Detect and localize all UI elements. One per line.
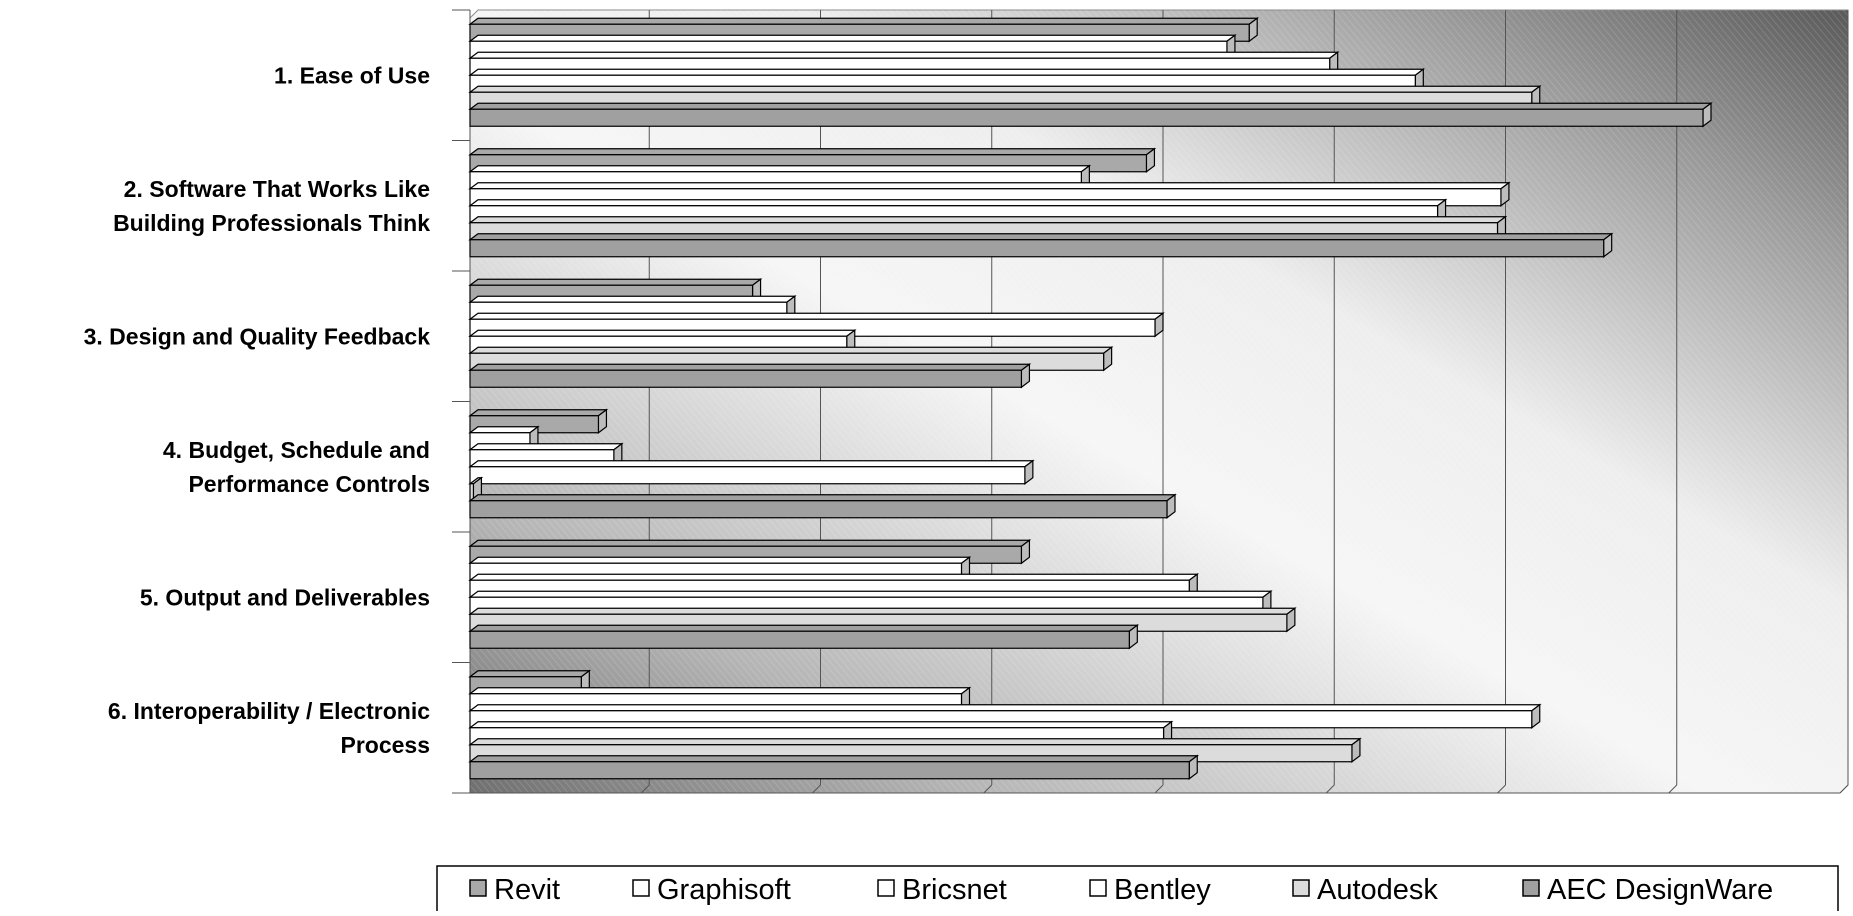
legend-item: Graphisoft — [632, 874, 791, 906]
bar-top-face — [468, 539, 1032, 547]
bar-top-face — [468, 295, 797, 303]
legend-swatch — [1522, 879, 1540, 897]
bar-top-face — [468, 68, 1426, 76]
category-axis — [452, 9, 1840, 794]
bar-front-face — [469, 500, 1168, 519]
legend-label: Graphisoft — [657, 874, 791, 906]
bar-aec-designware — [468, 493, 1177, 519]
category-label: 2. Software That Works Like — [124, 176, 430, 202]
bar-top-face — [468, 363, 1032, 371]
category-label: 1. Ease of Use — [274, 62, 430, 88]
legend-item: Bentley — [1089, 874, 1211, 906]
bar-top-face — [468, 51, 1340, 59]
bar-top-face — [468, 607, 1297, 615]
gridlines — [640, 10, 1849, 794]
bar-aec-designware — [468, 754, 1200, 780]
bar-bentley — [468, 459, 1035, 485]
gridline-floor — [1154, 784, 1164, 794]
legend-swatch — [1292, 879, 1310, 897]
legend-item: Bricsnet — [877, 874, 1007, 906]
bar-top-face — [468, 670, 592, 678]
bar-top-face — [468, 426, 540, 434]
category-label: Process — [340, 732, 430, 758]
category-labels: 1. Ease of Use 2. Software That Works Lik… — [84, 62, 431, 758]
gridline-floor — [983, 784, 993, 794]
bar-front-face — [469, 466, 1026, 485]
bar-aec-designware — [468, 624, 1140, 650]
gridline-floor — [1497, 784, 1506, 794]
bar-aec-designware — [468, 102, 1713, 128]
bar-top-face — [468, 409, 609, 417]
bar-aec-designware — [468, 232, 1614, 258]
bar-top-face — [468, 624, 1140, 632]
category-label: Performance Controls — [188, 471, 430, 497]
bar-top-face — [468, 199, 1448, 207]
legend-item: Autodesk — [1292, 874, 1438, 906]
category-label: 5. Output and Deliverables — [140, 584, 430, 610]
plot-wall-texture — [470, 10, 1848, 793]
bar-top-face — [468, 494, 1177, 502]
legend-box — [436, 865, 1839, 916]
legend-label: Bricsnet — [902, 874, 1007, 906]
bar-top-face — [468, 85, 1542, 93]
legend-swatch — [1089, 879, 1107, 897]
bar-top-face — [468, 216, 1508, 224]
gridline-floor — [640, 784, 650, 794]
bar-top-face — [468, 704, 1542, 712]
bar-top-face — [468, 687, 972, 695]
bar-top-face — [468, 738, 1362, 746]
legend: Revit Graphisoft Bricsnet Bentley Autodesk AE… — [436, 865, 1839, 916]
bar-top-face — [468, 755, 1200, 763]
legend-item: Revit — [469, 874, 560, 906]
plot-background — [469, 9, 1849, 794]
bar-top-face — [468, 556, 972, 564]
gridline-floor — [1839, 784, 1849, 794]
legend-swatch — [632, 879, 650, 897]
bar-top-face — [468, 165, 1092, 173]
category-label: Building Professionals Think — [113, 210, 430, 236]
bar-top-face — [468, 460, 1035, 468]
bar-front-face — [469, 761, 1190, 780]
bar-top-face — [468, 573, 1200, 581]
legend-item: AEC DesignWare — [1522, 874, 1773, 906]
gridline-floor — [1668, 784, 1678, 794]
gridline-floor — [1325, 784, 1335, 794]
category-label: 3. Design and Quality Feedback — [84, 323, 431, 349]
bars — [468, 17, 1713, 780]
gridline-floor — [812, 784, 821, 794]
bar-top-face — [468, 182, 1511, 190]
bar-front-face — [469, 108, 1704, 127]
legend-label: AEC DesignWare — [1547, 874, 1773, 906]
category-label: 6. Interoperability / Electronic — [108, 698, 430, 724]
bar-top-face — [468, 312, 1165, 320]
bar-top-face — [468, 233, 1614, 241]
bar-front-face — [469, 369, 1023, 388]
bar-top-face — [468, 148, 1157, 156]
legend-label: Autodesk — [1317, 874, 1438, 906]
legend-swatch — [469, 879, 487, 897]
bar-top-face — [468, 34, 1237, 42]
bar-front-face — [469, 239, 1605, 258]
legend-label: Revit — [494, 874, 560, 906]
bar-top-face — [468, 329, 857, 337]
legend-swatch — [877, 879, 895, 897]
bar-top-face — [468, 278, 763, 286]
bar-top-face — [468, 17, 1259, 25]
legend-label: Bentley — [1114, 874, 1211, 906]
category-label: 4. Budget, Schedule and — [163, 437, 430, 463]
bar-top-face — [468, 590, 1273, 598]
bar-aec-designware — [468, 363, 1032, 389]
bar-top-face — [468, 443, 624, 451]
bar-top-face — [468, 102, 1713, 110]
bar-top-face — [468, 346, 1114, 354]
bar-front-face — [469, 630, 1130, 649]
bar-top-face — [468, 721, 1174, 729]
